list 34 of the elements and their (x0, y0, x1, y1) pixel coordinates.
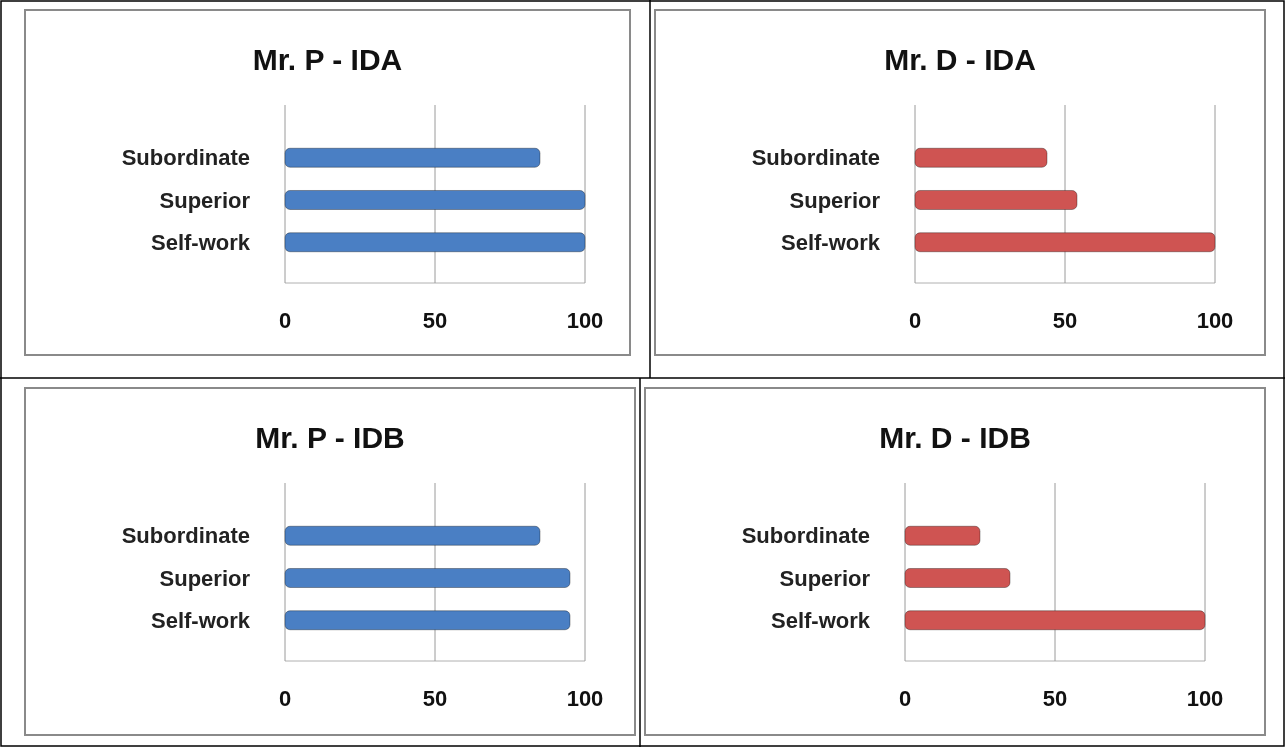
y-tick-label: Subordinate (121, 523, 250, 549)
chart-title: Mr. P - IDA (252, 43, 403, 76)
x-tick-label: 50 (422, 686, 448, 711)
y-tick-label: Self-work (770, 607, 871, 633)
y-tick-label: Superior (159, 187, 251, 213)
y-tick-label: Subordinate (741, 523, 870, 549)
bar (904, 567, 1011, 589)
x-tick-label: 50 (1052, 308, 1078, 333)
y-tick-label: Superior (789, 187, 881, 213)
y-tick-label: Superior (159, 565, 251, 591)
y-tick-label: Superior (779, 565, 871, 591)
bar (914, 147, 1048, 168)
bar (904, 525, 981, 546)
bar (914, 232, 1216, 253)
y-tick-label: Self-work (150, 607, 251, 633)
x-tick-label: 100 (566, 686, 604, 711)
chart-title: Mr. P - IDB (255, 421, 405, 454)
chart-title: Mr. D - IDA (884, 43, 1036, 76)
x-tick-label: 0 (898, 686, 912, 711)
x-tick-label: 0 (278, 308, 292, 333)
bar (904, 610, 1206, 631)
bar (914, 189, 1078, 211)
y-tick-label: Subordinate (121, 145, 250, 171)
chart-title: Mr. D - IDB (879, 421, 1031, 454)
y-tick-label: Subordinate (751, 145, 880, 171)
y-tick-label: Self-work (150, 229, 251, 255)
x-tick-label: 50 (422, 308, 448, 333)
x-tick-label: 50 (1042, 686, 1068, 711)
x-tick-label: 100 (566, 308, 604, 333)
x-tick-label: 0 (908, 308, 922, 333)
x-tick-label: 100 (1196, 308, 1234, 333)
y-tick-label: Self-work (780, 229, 881, 255)
x-tick-label: 100 (1186, 686, 1224, 711)
x-tick-label: 0 (278, 686, 292, 711)
